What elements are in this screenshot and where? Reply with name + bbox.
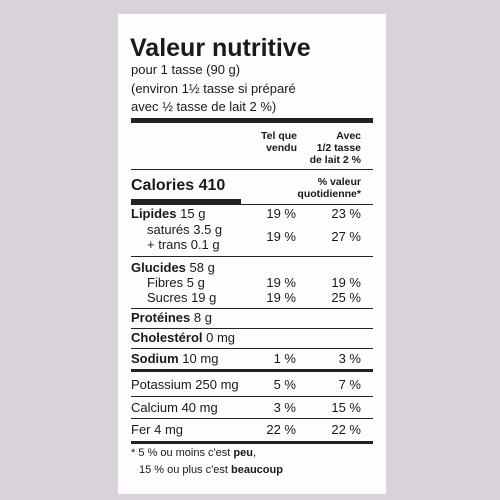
rule bbox=[131, 204, 373, 205]
nutrient-label: Lipides 15 g bbox=[131, 206, 205, 222]
rule bbox=[131, 256, 373, 257]
daily-value: 25 % bbox=[331, 290, 361, 305]
daily-value: 7 % bbox=[338, 377, 361, 392]
dv-header: % valeur bbox=[317, 176, 361, 188]
rule bbox=[131, 328, 373, 329]
column-header: Avec bbox=[336, 130, 361, 142]
daily-value: 19 % bbox=[266, 290, 296, 305]
nutrient-name: Fer 4 mg bbox=[131, 422, 184, 437]
daily-value: 1 % bbox=[273, 351, 296, 366]
footnote-text: * 5 % ou moins c'est bbox=[131, 447, 231, 459]
rule bbox=[131, 441, 373, 444]
nutrient-label: Sodium 10 mg bbox=[131, 351, 218, 367]
serving: (environ 1½ tasse si préparé bbox=[131, 81, 296, 96]
label-box bbox=[118, 14, 386, 494]
nutrient-name: Sucres 19 g bbox=[147, 290, 217, 305]
rule bbox=[131, 396, 373, 397]
dv-header: quotidienne* bbox=[297, 188, 361, 200]
footnote-text: , bbox=[252, 447, 256, 459]
nutrient-label: Potassium 250 mg bbox=[131, 377, 239, 393]
nutrient-amount: 15 g bbox=[180, 206, 206, 221]
nutrient-label: saturés 3.5 g bbox=[147, 222, 223, 237]
nutrient-name: Lipides bbox=[131, 206, 177, 221]
calories-value: 410 bbox=[198, 177, 226, 194]
daily-value: 3 % bbox=[338, 351, 361, 366]
nutrient-name: Cholestérol bbox=[131, 330, 203, 345]
rule bbox=[131, 308, 373, 309]
nutrient-amount: 8 g bbox=[193, 310, 212, 325]
calories-label: Calories bbox=[131, 177, 195, 194]
footnote: * 5 % ou moins c'est peu, bbox=[131, 446, 256, 460]
column-header: 1/2 tasse bbox=[316, 142, 361, 154]
nutrient-name: Sodium bbox=[131, 351, 179, 366]
nutrient-label: Sucres 19 g bbox=[147, 290, 216, 306]
calories: Calories 410 bbox=[131, 176, 225, 196]
nutrient-label: Cholestérol 0 mg bbox=[131, 330, 235, 346]
rule bbox=[131, 169, 373, 170]
daily-value: 22 % bbox=[266, 422, 296, 437]
column-header: Tel que bbox=[261, 130, 297, 142]
title: Valeur nutritive bbox=[130, 34, 311, 62]
column-header: vendu bbox=[266, 142, 297, 154]
nutrient-name: Potassium 250 mg bbox=[131, 377, 239, 392]
rule bbox=[131, 418, 373, 419]
footnote-text: 15 % ou plus c'est bbox=[139, 464, 228, 476]
rule bbox=[131, 348, 373, 349]
serving: pour 1 tasse (90 g) bbox=[131, 62, 241, 77]
daily-value: 19 % bbox=[266, 206, 296, 221]
nutrient-name: Protéines bbox=[131, 310, 191, 325]
daily-value: 15 % bbox=[331, 400, 361, 415]
daily-value: 23 % bbox=[331, 206, 361, 221]
column-header: de lait 2 % bbox=[309, 154, 361, 166]
footnote: 15 % ou plus c'est beaucoup bbox=[139, 463, 283, 477]
nutrient-amount: 0 mg bbox=[206, 330, 236, 345]
footnote-bold: beaucoup bbox=[231, 464, 283, 476]
rule bbox=[131, 199, 241, 204]
nutrient-label: Fibres 5 g bbox=[147, 275, 205, 291]
daily-value: 19 % bbox=[331, 275, 361, 290]
daily-value: 19 % bbox=[266, 229, 296, 244]
nutrient-name: Glucides bbox=[131, 260, 186, 275]
nutrient-amount: 10 mg bbox=[182, 351, 219, 366]
nutrient-amount: 58 g bbox=[189, 260, 215, 275]
nutrient-label: Calcium 40 mg bbox=[131, 400, 218, 416]
nutrient-label: + trans 0.1 g bbox=[147, 237, 220, 252]
daily-value: 19 % bbox=[266, 275, 296, 290]
daily-value: 5 % bbox=[273, 377, 296, 392]
nutrient-label: Protéines 8 g bbox=[131, 310, 212, 326]
daily-value: 3 % bbox=[273, 400, 296, 415]
serving: avec ½ tasse de lait 2 %) bbox=[131, 99, 277, 114]
nutrient-label: Fer 4 mg bbox=[131, 422, 183, 438]
nutrient-name: Calcium 40 mg bbox=[131, 400, 218, 415]
nutrient-name: Fibres 5 g bbox=[147, 275, 205, 290]
rule bbox=[131, 369, 373, 372]
daily-value: 22 % bbox=[331, 422, 361, 437]
nutrient-label: Glucides 58 g bbox=[131, 260, 215, 276]
daily-value: 27 % bbox=[331, 229, 361, 244]
rule bbox=[131, 118, 373, 123]
footnote-bold: peu bbox=[233, 447, 253, 459]
